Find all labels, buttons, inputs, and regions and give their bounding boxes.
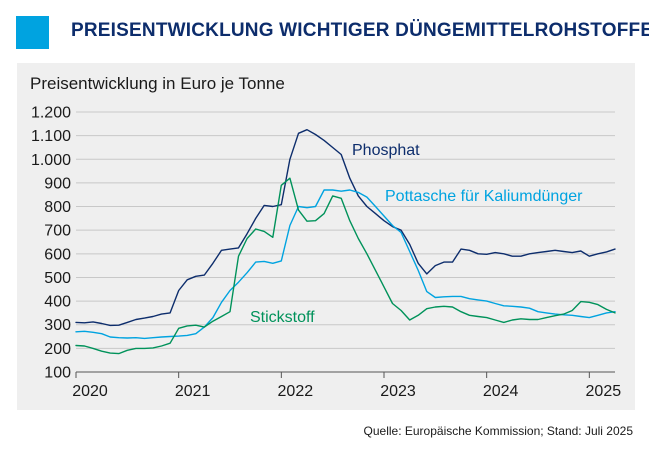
series-line-phosphat xyxy=(75,129,616,327)
x-tick-label: 2020 xyxy=(72,383,108,400)
x-tick-label: 2024 xyxy=(483,383,519,400)
title-accent-square xyxy=(16,16,49,49)
source-note: Quelle: Europäische Kommission; Stand: J… xyxy=(363,424,633,438)
x-tick-label: 2025 xyxy=(586,383,622,400)
y-tick-label: 200 xyxy=(44,341,71,358)
y-tick-label: 400 xyxy=(44,294,71,311)
series-line-pottasche xyxy=(75,189,616,340)
y-tick-label: 800 xyxy=(44,199,71,216)
series-label-stickstoff: Stickstoff xyxy=(250,309,315,326)
chart-panel xyxy=(17,63,635,410)
y-axis-label: Preisentwicklung in Euro je Tonne xyxy=(30,74,285,93)
x-tick-label: 2021 xyxy=(175,383,211,400)
y-tick-label: 300 xyxy=(44,317,71,334)
y-tick-label: 1.100 xyxy=(31,128,71,145)
series-line-stickstoff xyxy=(75,177,616,355)
x-tick-label: 2023 xyxy=(380,383,416,400)
series-label-phosphat: Phosphat xyxy=(352,142,420,159)
y-tick-label: 700 xyxy=(44,223,71,240)
series-label-pottasche: Pottasche für Kaliumdünger xyxy=(385,188,583,205)
x-tick-label: 2022 xyxy=(278,383,314,400)
y-tick-label: 900 xyxy=(44,175,71,192)
y-tick-label: 600 xyxy=(44,246,71,263)
chart-title: PREISENTWICKLUNG WICHTIGER DÜNGEMITTELRO… xyxy=(71,20,649,41)
y-tick-label: 500 xyxy=(44,270,71,287)
y-tick-label: 100 xyxy=(44,365,71,382)
y-tick-label: 1.200 xyxy=(31,105,71,122)
y-tick-label: 1.000 xyxy=(31,152,71,169)
